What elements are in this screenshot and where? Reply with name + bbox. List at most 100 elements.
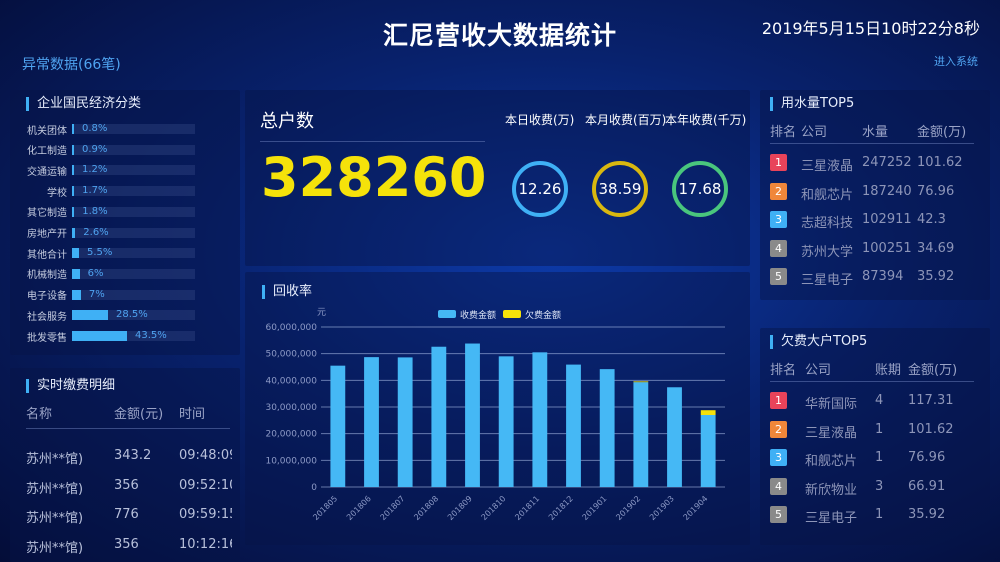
payment-cell: 苏州**馆) bbox=[26, 540, 84, 556]
payment-cell: 苏州**馆) bbox=[26, 511, 84, 526]
table-cell: 247252 bbox=[862, 155, 912, 170]
industry-row: 机械制造 6% bbox=[10, 267, 195, 282]
industry-bar-fill bbox=[72, 289, 81, 300]
total-accounts-value: 328260 bbox=[261, 146, 487, 209]
x-tick-label: 201811 bbox=[513, 494, 541, 522]
industry-row: 化工制造 0.9% bbox=[10, 144, 195, 157]
table-cell: 187240 bbox=[862, 183, 912, 199]
industry-bar-track: 2.6% bbox=[72, 226, 195, 238]
stat-label: 本年收费(千万) bbox=[665, 113, 747, 127]
industry-row: 其他合计 5.5% bbox=[10, 247, 195, 261]
table-cell: 4 bbox=[875, 393, 884, 408]
recovery-title: 回收率 bbox=[262, 285, 312, 299]
industry-bar-fill bbox=[72, 186, 75, 197]
industry-bar-track: 5.5% bbox=[72, 247, 195, 259]
payment-cell: 苏州**馆) bbox=[26, 481, 84, 497]
bar-collected bbox=[364, 357, 379, 487]
bar-collected bbox=[397, 357, 413, 487]
table-cell: 102911 bbox=[862, 212, 912, 228]
stat-circle: 17.68 bbox=[672, 161, 728, 217]
bar-collected bbox=[700, 415, 716, 487]
bar-collected bbox=[667, 387, 682, 487]
stat-circle: 38.59 bbox=[592, 161, 648, 217]
table-cell: 42.3 bbox=[917, 212, 946, 228]
stat-label: 本日收费(万) bbox=[505, 113, 575, 127]
column-header: 公司 bbox=[805, 363, 832, 378]
payment-cell: 776 bbox=[114, 507, 139, 522]
industry-value: 6% bbox=[87, 267, 104, 279]
divider bbox=[770, 143, 974, 144]
col-amount: 金额(元) bbox=[114, 407, 164, 422]
column-header: 金额(万) bbox=[908, 363, 958, 378]
legend-label: 收费金额 bbox=[460, 309, 496, 321]
bar-arrears bbox=[633, 381, 649, 383]
table-cell: 和舰芯片 bbox=[801, 187, 854, 203]
arrears-title: 欠费大户TOP5 bbox=[770, 335, 867, 349]
water-title: 用水量TOP5 bbox=[770, 97, 854, 111]
y-tick-label: 0 bbox=[311, 483, 317, 493]
table-cell: 华新国际 bbox=[805, 397, 858, 412]
industry-label: 学校 bbox=[47, 187, 67, 199]
payment-cell: 苏州**馆) bbox=[26, 452, 84, 467]
bar-collected bbox=[532, 352, 548, 487]
table-cell: 1 bbox=[875, 421, 884, 437]
bar-arrears bbox=[700, 410, 716, 415]
recovery-panel bbox=[245, 272, 750, 545]
x-tick-label: 201904 bbox=[682, 494, 710, 522]
industry-bar-track: 7% bbox=[72, 288, 195, 300]
industry-label: 批发零售 bbox=[27, 332, 67, 344]
bar-collected bbox=[431, 346, 447, 487]
industry-value: 2.6% bbox=[83, 226, 109, 238]
col-time: 时间 bbox=[179, 407, 206, 422]
industry-value: 0.8% bbox=[82, 123, 108, 134]
industry-bar-track: 1.2% bbox=[72, 164, 195, 176]
industry-label: 机械制造 bbox=[27, 270, 67, 282]
x-tick-label: 201903 bbox=[648, 494, 676, 522]
column-header: 排名 bbox=[770, 125, 797, 140]
payments-list[interactable]: 苏州**馆) 343.2 09:48:09 苏州**馆) 356 09:52:10 苏州**… bbox=[26, 430, 232, 555]
payment-cell: 09:48:09 bbox=[179, 448, 232, 463]
table-cell: 和舰芯片 bbox=[805, 454, 858, 470]
payment-cell: 356 bbox=[114, 536, 139, 552]
summary-panel bbox=[245, 90, 750, 266]
industry-value: 7% bbox=[88, 288, 105, 300]
industry-panel bbox=[10, 90, 240, 355]
industry-bar-track: 28.5% bbox=[72, 309, 195, 321]
rank-badge: 5 bbox=[770, 268, 787, 286]
table-cell: 三星液晶 bbox=[801, 159, 854, 174]
x-tick-label: 201812 bbox=[547, 494, 575, 522]
table-cell: 76.96 bbox=[908, 450, 946, 466]
industry-label: 机关团体 bbox=[27, 125, 67, 137]
rank-badge: 3 bbox=[770, 211, 787, 229]
rank-badge: 3 bbox=[770, 449, 787, 467]
legend-swatch bbox=[438, 310, 456, 318]
payments-panel bbox=[10, 368, 240, 562]
divider bbox=[260, 141, 485, 142]
abnormal-data-link[interactable]: 异常数据(66笔) bbox=[22, 57, 121, 73]
x-tick-label: 201810 bbox=[480, 494, 508, 522]
table-cell: 117.31 bbox=[908, 393, 954, 408]
table-cell: 3 bbox=[875, 478, 884, 494]
table-cell: 三星电子 bbox=[805, 511, 858, 527]
industry-bar-track: 1.8% bbox=[72, 206, 195, 217]
payments-title: 实时缴费明细 bbox=[26, 379, 115, 393]
enter-system-link[interactable]: 进入系统 bbox=[934, 55, 978, 68]
industry-title: 企业国民经济分类 bbox=[26, 97, 141, 111]
rank-badge: 1 bbox=[770, 392, 787, 409]
datetime: 2019年5月15日10时22分8秒 bbox=[761, 19, 980, 38]
stat-circle: 12.26 bbox=[512, 161, 568, 217]
rank-badge: 4 bbox=[770, 477, 787, 495]
industry-bar-fill bbox=[72, 227, 76, 238]
industry-bar-track: 0.9% bbox=[72, 144, 195, 155]
industry-bar-fill bbox=[72, 310, 109, 321]
divider bbox=[26, 428, 230, 429]
col-name: 名称 bbox=[26, 407, 53, 422]
industry-value: 28.5% bbox=[116, 309, 148, 321]
industry-label: 社会服务 bbox=[27, 311, 67, 323]
table-cell: 三星电子 bbox=[801, 273, 854, 289]
page-title: 汇尼营收大数据统计 bbox=[382, 21, 617, 50]
column-header: 水量 bbox=[862, 125, 889, 140]
y-tick-label: 50,000,000 bbox=[265, 350, 317, 360]
industry-bar-track: 6% bbox=[72, 267, 195, 279]
payment-cell: 10:12:16 bbox=[179, 536, 232, 552]
